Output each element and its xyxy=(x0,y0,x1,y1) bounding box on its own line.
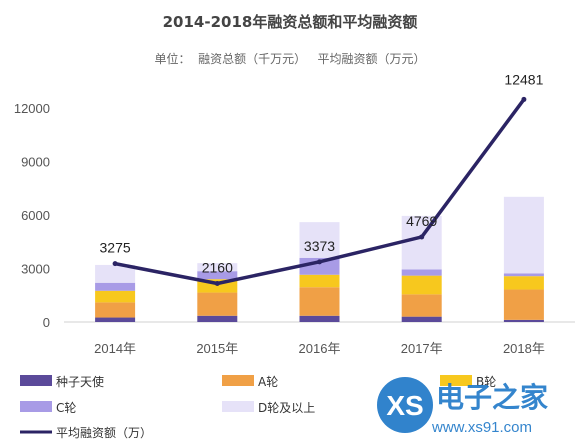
bar-segment xyxy=(503,273,544,277)
bar-segment xyxy=(95,282,136,291)
x-tick-label: 2017年 xyxy=(401,341,443,356)
bar-segment xyxy=(503,196,544,274)
line-point xyxy=(419,234,425,240)
x-axis: 2014年 2015年 2016年 2017年 2018年 xyxy=(64,321,575,356)
data-label: 4769 xyxy=(406,213,437,229)
legend-label: B轮 xyxy=(476,375,496,389)
bar-segment xyxy=(401,294,442,317)
watermark-name: 电子之家 xyxy=(436,381,548,414)
line-point xyxy=(112,261,118,267)
bar-segment xyxy=(299,315,340,322)
line-point xyxy=(214,280,220,286)
bar-segment xyxy=(197,315,238,322)
bar-segment xyxy=(401,269,442,276)
bar-segment xyxy=(401,215,442,270)
bars xyxy=(95,196,544,322)
y-tick-label: 6000 xyxy=(21,208,50,223)
line-series: 3275 2160 3373 4769 12481 xyxy=(100,71,544,286)
legend-swatch xyxy=(440,375,472,386)
bar-segment xyxy=(95,290,136,303)
watermark-url: www.xs91.com xyxy=(431,419,532,436)
y-axis: 0 3000 6000 9000 12000 xyxy=(14,101,50,330)
legend-label: C轮 xyxy=(56,401,76,415)
x-tick-label: 2018年 xyxy=(503,341,545,356)
y-tick-label: 0 xyxy=(43,315,50,330)
watermark-logo: XS 电子之家 www.xs91.com xyxy=(377,377,548,436)
watermark-logo-text: XS xyxy=(386,390,423,421)
bar-segment xyxy=(401,275,442,295)
x-tick-label: 2016年 xyxy=(299,341,341,356)
data-label: 12481 xyxy=(504,71,543,87)
legend-label: D轮及以上 xyxy=(258,401,315,415)
legend-label: 平均融资额（万） xyxy=(56,426,152,440)
data-label: 3275 xyxy=(100,240,131,256)
bar-segment xyxy=(503,289,544,320)
legend-swatch xyxy=(20,401,52,412)
bar-segment xyxy=(197,263,238,272)
bar-segment xyxy=(197,292,238,316)
bar-segment xyxy=(503,276,544,290)
legend-swatch xyxy=(222,401,254,412)
data-label: 2160 xyxy=(202,259,233,275)
y-tick-label: 12000 xyxy=(14,101,50,116)
bar-segment xyxy=(299,222,340,258)
legend-label: 种子天使 xyxy=(56,374,104,389)
bar-segment xyxy=(299,274,340,288)
bar-segment xyxy=(95,317,136,322)
data-label: 3373 xyxy=(304,238,335,254)
bar-segment xyxy=(299,287,340,316)
legend-swatch xyxy=(222,375,254,386)
bar-segment xyxy=(95,264,136,283)
chart-subtitle: 单位： 融资总额（千万元） 平均融资额（万元） xyxy=(154,51,425,66)
y-tick-label: 3000 xyxy=(21,262,50,277)
bar-segment xyxy=(197,271,238,280)
legend-label: A轮 xyxy=(258,375,278,389)
y-tick-label: 9000 xyxy=(21,155,50,170)
watermark-circle xyxy=(377,377,433,433)
legend-swatch xyxy=(20,375,52,386)
bar-segment xyxy=(95,302,136,318)
x-tick-label: 2015年 xyxy=(196,341,238,356)
line-point xyxy=(317,259,322,265)
bar-segment xyxy=(299,257,340,275)
line-point xyxy=(521,96,527,102)
chart-title: 2014-2018年融资总额和平均融资额 xyxy=(163,13,418,31)
bar-segment xyxy=(503,319,544,322)
x-tick-label: 2014年 xyxy=(94,341,136,356)
bar-segment xyxy=(401,316,442,322)
